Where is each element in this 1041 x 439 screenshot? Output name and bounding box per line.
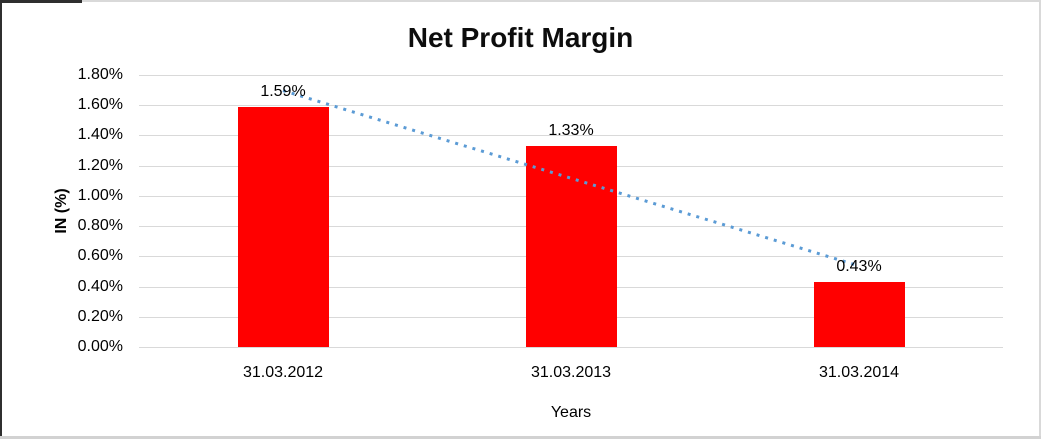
bar-31.03.2012 bbox=[237, 106, 329, 347]
y-axis-tick-label: 0.60% bbox=[77, 247, 123, 265]
bar-data-label: 1.59% bbox=[260, 82, 306, 100]
bar-31.03.2013 bbox=[525, 146, 617, 347]
y-axis-tick-label: 0.00% bbox=[77, 338, 123, 355]
y-axis-tick-label: 1.60% bbox=[77, 96, 123, 114]
bar-data-label: 1.33% bbox=[548, 122, 594, 140]
gridline bbox=[139, 347, 1003, 348]
y-axis-tick-label: 1.00% bbox=[77, 186, 123, 204]
bar-31.03.2014 bbox=[813, 282, 905, 347]
y-axis-tick-label: 1.80% bbox=[77, 66, 123, 83]
y-axis-tick-label: 0.20% bbox=[77, 307, 123, 325]
x-axis-tick-label: 31.03.2013 bbox=[530, 364, 612, 381]
x-axis-title: Years bbox=[550, 404, 592, 421]
x-axis-tick-label: 31.03.2012 bbox=[242, 364, 324, 381]
frame-edge-right bbox=[1039, 0, 1041, 439]
plot-area bbox=[139, 75, 1003, 348]
frame-edge-left bbox=[0, 0, 2, 439]
frame-edge-top-dark-segment bbox=[0, 0, 82, 3]
trendline bbox=[282, 89, 860, 268]
frame-edge-top bbox=[0, 0, 1041, 2]
gridline bbox=[139, 135, 1003, 137]
y-axis-tick-label: 1.40% bbox=[77, 126, 123, 144]
y-axis-tick-label: 0.80% bbox=[77, 217, 123, 235]
bar-data-label: 0.43% bbox=[836, 258, 882, 276]
chart-title: Net Profit Margin bbox=[407, 22, 634, 53]
gridline bbox=[139, 105, 1003, 107]
y-axis-tick-label: 0.40% bbox=[77, 277, 123, 295]
x-axis-tick-label: 31.03.2014 bbox=[818, 364, 900, 381]
y-axis-tick-label: 1.20% bbox=[77, 156, 123, 174]
frame-edge-bottom bbox=[0, 436, 1041, 439]
gridline bbox=[139, 75, 1003, 76]
trendline-segment bbox=[282, 89, 860, 268]
